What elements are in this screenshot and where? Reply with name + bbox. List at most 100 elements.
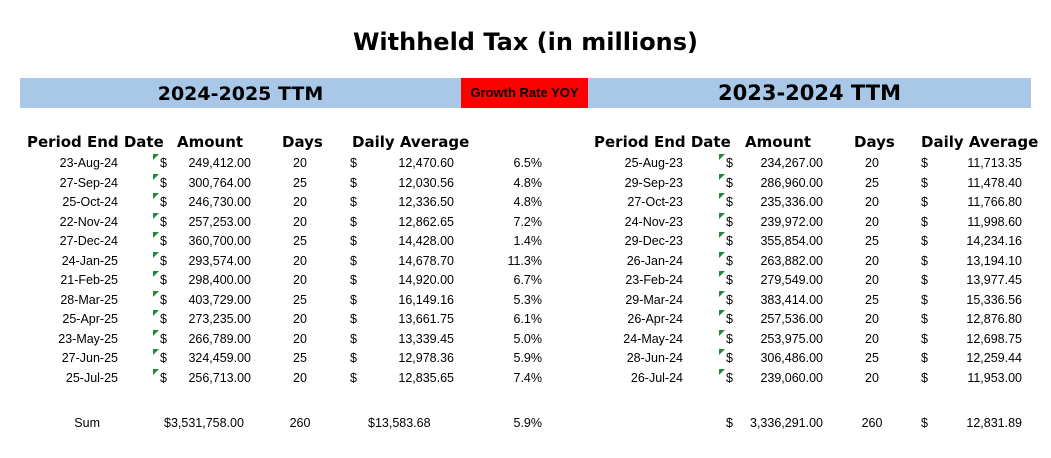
right-sum-daily[interactable]: 12,831.89 — [966, 416, 1022, 430]
right-cell-days[interactable]: 25 — [865, 351, 879, 365]
left-cell-growth[interactable]: 11.3% — [507, 254, 542, 268]
left-cell-amount[interactable]: 246,730.00 — [188, 195, 251, 209]
left-cell-growth[interactable]: 6.1% — [513, 312, 543, 326]
right-cell-days[interactable]: 25 — [865, 234, 879, 248]
left-cell-amount[interactable]: 360,700.00 — [188, 234, 251, 248]
right-cell-currency[interactable]: $ — [726, 312, 733, 326]
right-cell-currency[interactable]: $ — [726, 176, 733, 190]
right-sum-daily-currency[interactable]: $ — [921, 416, 928, 430]
left-cell-currency[interactable]: $ — [160, 351, 167, 365]
right-cell-daily[interactable]: 11,953.00 — [967, 371, 1022, 385]
right-cell-currency[interactable]: $ — [726, 273, 733, 287]
right-cell-daily-currency[interactable]: $ — [921, 215, 928, 229]
left-cell-daily-currency[interactable]: $ — [350, 273, 357, 287]
right-cell-daily[interactable]: 12,259.44 — [966, 351, 1022, 365]
right-cell-date[interactable]: 23-Feb-24 — [625, 273, 683, 287]
left-sum-amount[interactable]: $3,531,758.00 — [164, 416, 244, 430]
right-cell-currency[interactable]: $ — [726, 293, 733, 307]
left-cell-currency[interactable]: $ — [160, 371, 167, 385]
left-sum-growth[interactable]: 5.9% — [513, 416, 543, 430]
right-cell-daily-currency[interactable]: $ — [921, 371, 928, 385]
right-sum-currency[interactable]: $ — [726, 416, 733, 430]
left-cell-days[interactable]: 20 — [293, 332, 307, 346]
left-cell-date[interactable]: 28-Mar-25 — [60, 293, 118, 307]
right-cell-days[interactable]: 20 — [865, 156, 879, 170]
right-cell-amount[interactable]: 239,060.00 — [760, 371, 823, 385]
left-cell-amount[interactable]: 293,574.00 — [188, 254, 251, 268]
left-cell-daily-currency[interactable]: $ — [350, 293, 357, 307]
right-cell-currency[interactable]: $ — [726, 234, 733, 248]
left-cell-date[interactable]: 21-Feb-25 — [60, 273, 118, 287]
right-sum-days[interactable]: 260 — [861, 416, 883, 430]
left-cell-growth[interactable]: 5.0% — [513, 332, 543, 346]
left-cell-daily-currency[interactable]: $ — [350, 312, 357, 326]
right-col-amount[interactable]: Amount — [745, 133, 812, 151]
right-cell-amount[interactable]: 286,960.00 — [760, 176, 823, 190]
left-cell-daily[interactable]: 14,920.00 — [398, 273, 454, 287]
left-sum-days[interactable]: 260 — [289, 416, 311, 430]
left-cell-days[interactable]: 20 — [293, 254, 307, 268]
right-sum-amount[interactable]: 3,336,291.00 — [750, 416, 823, 430]
right-cell-daily-currency[interactable]: $ — [921, 312, 928, 326]
right-cell-date[interactable]: 29-Dec-23 — [624, 234, 683, 248]
right-cell-days[interactable]: 20 — [865, 312, 879, 326]
left-cell-daily[interactable]: 12,978.36 — [398, 351, 454, 365]
right-cell-date[interactable]: 27-Oct-23 — [627, 195, 683, 209]
right-cell-currency[interactable]: $ — [726, 332, 733, 346]
left-cell-daily[interactable]: 13,661.75 — [398, 312, 454, 326]
right-cell-daily-currency[interactable]: $ — [921, 332, 928, 346]
right-cell-amount[interactable]: 239,972.00 — [760, 215, 823, 229]
left-cell-daily[interactable]: 13,339.45 — [398, 332, 454, 346]
right-cell-date[interactable]: 24-Nov-23 — [624, 215, 683, 229]
left-sum-label[interactable]: Sum — [74, 416, 100, 430]
right-cell-daily-currency[interactable]: $ — [921, 254, 928, 268]
left-cell-currency[interactable]: $ — [160, 254, 167, 268]
left-cell-date[interactable]: 27-Dec-24 — [59, 234, 118, 248]
left-cell-daily-currency[interactable]: $ — [350, 195, 357, 209]
right-cell-daily-currency[interactable]: $ — [921, 273, 928, 287]
left-cell-date[interactable]: 24-Jan-25 — [61, 254, 118, 268]
right-cell-daily-currency[interactable]: $ — [921, 234, 928, 248]
right-cell-amount[interactable]: 263,882.00 — [760, 254, 823, 268]
left-cell-daily[interactable]: 12,862.65 — [398, 215, 454, 229]
right-cell-days[interactable]: 20 — [865, 332, 879, 346]
left-cell-currency[interactable]: $ — [160, 215, 167, 229]
right-cell-days[interactable]: 20 — [865, 371, 879, 385]
left-cell-daily-currency[interactable]: $ — [350, 332, 357, 346]
right-col-daily[interactable]: Daily Average — [921, 133, 1039, 151]
left-cell-growth[interactable]: 5.3% — [513, 293, 543, 307]
right-cell-daily[interactable]: 13,194.10 — [966, 254, 1022, 268]
right-cell-amount[interactable]: 257,536.00 — [760, 312, 823, 326]
left-cell-days[interactable]: 25 — [293, 234, 307, 248]
left-cell-currency[interactable]: $ — [160, 195, 167, 209]
right-cell-daily-currency[interactable]: $ — [921, 176, 928, 190]
right-cell-date[interactable]: 29-Sep-23 — [624, 176, 683, 190]
right-cell-currency[interactable]: $ — [726, 254, 733, 268]
right-cell-date[interactable]: 26-Apr-24 — [627, 312, 683, 326]
right-cell-amount[interactable]: 306,486.00 — [760, 351, 823, 365]
left-cell-currency[interactable]: $ — [160, 332, 167, 346]
left-col-daily[interactable]: Daily Average — [352, 133, 470, 151]
left-cell-growth[interactable]: 1.4% — [513, 234, 543, 248]
right-cell-currency[interactable]: $ — [726, 195, 733, 209]
right-cell-daily[interactable]: 15,336.56 — [966, 293, 1022, 307]
right-cell-days[interactable]: 25 — [865, 176, 879, 190]
left-cell-date[interactable]: 25-Oct-24 — [62, 195, 118, 209]
left-cell-growth[interactable]: 6.7% — [513, 273, 543, 287]
right-cell-daily[interactable]: 12,698.75 — [966, 332, 1022, 346]
right-cell-amount[interactable]: 253,975.00 — [760, 332, 823, 346]
left-cell-growth[interactable]: 7.4% — [513, 371, 543, 385]
right-col-days[interactable]: Days — [854, 133, 895, 151]
left-cell-days[interactable]: 20 — [293, 215, 307, 229]
right-col-period[interactable]: Period End Date — [594, 133, 731, 151]
left-cell-date[interactable]: 23-Aug-24 — [59, 156, 118, 170]
right-cell-days[interactable]: 20 — [865, 195, 879, 209]
right-cell-date[interactable]: 25-Aug-23 — [624, 156, 683, 170]
right-cell-amount[interactable]: 383,414.00 — [760, 293, 823, 307]
left-cell-daily[interactable]: 12,835.65 — [398, 371, 454, 385]
left-cell-days[interactable]: 25 — [293, 176, 307, 190]
left-cell-amount[interactable]: 249,412.00 — [188, 156, 251, 170]
right-cell-daily[interactable]: 11,478.40 — [967, 176, 1022, 190]
left-cell-currency[interactable]: $ — [160, 156, 167, 170]
left-cell-days[interactable]: 20 — [293, 371, 307, 385]
